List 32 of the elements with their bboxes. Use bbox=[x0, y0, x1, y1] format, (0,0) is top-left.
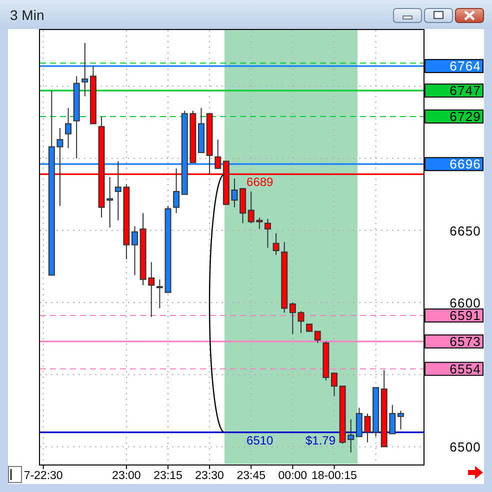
annotation: $1.79 bbox=[305, 433, 336, 448]
y-tick-label: 6650 bbox=[450, 223, 481, 238]
candlestick bbox=[106, 176, 114, 228]
x-tick-label: 7-22:30 bbox=[24, 470, 63, 482]
candlestick bbox=[330, 372, 338, 397]
x-tick-label: 23:45 bbox=[236, 470, 266, 482]
x-tick-label: 23:30 bbox=[195, 470, 224, 482]
ref-line-label: 6696 bbox=[450, 156, 481, 172]
annotation: 6689 bbox=[246, 175, 274, 190]
candlestick bbox=[156, 278, 163, 309]
ref-line-label: 6573 bbox=[450, 334, 481, 349]
candlestick bbox=[132, 226, 138, 276]
candlestick bbox=[65, 107, 72, 149]
candlestick bbox=[173, 168, 180, 214]
candlestick bbox=[82, 42, 88, 97]
chart-title: 3 Min bbox=[10, 7, 44, 23]
ref-line-label: 6729 bbox=[450, 109, 481, 124]
y-tick-label: 6500 bbox=[450, 440, 481, 455]
ref-line-label: 6554 bbox=[450, 361, 481, 376]
candlestick bbox=[264, 218, 271, 248]
candlestick bbox=[397, 410, 404, 430]
x-tick-label: 00:00 bbox=[278, 470, 308, 482]
candlestick bbox=[314, 330, 321, 344]
candlestick bbox=[272, 232, 280, 256]
candlestick bbox=[231, 178, 238, 208]
x-tick-label: 18-00:15 bbox=[312, 470, 357, 482]
ref-line-label: 6764 bbox=[450, 58, 481, 74]
ref-line-label: 6747 bbox=[450, 83, 481, 98]
candlestick bbox=[214, 139, 222, 169]
x-tick-label: 23:00 bbox=[112, 470, 141, 482]
x-tick-label: 23:15 bbox=[154, 470, 182, 482]
annotation: 6510 bbox=[246, 433, 274, 448]
